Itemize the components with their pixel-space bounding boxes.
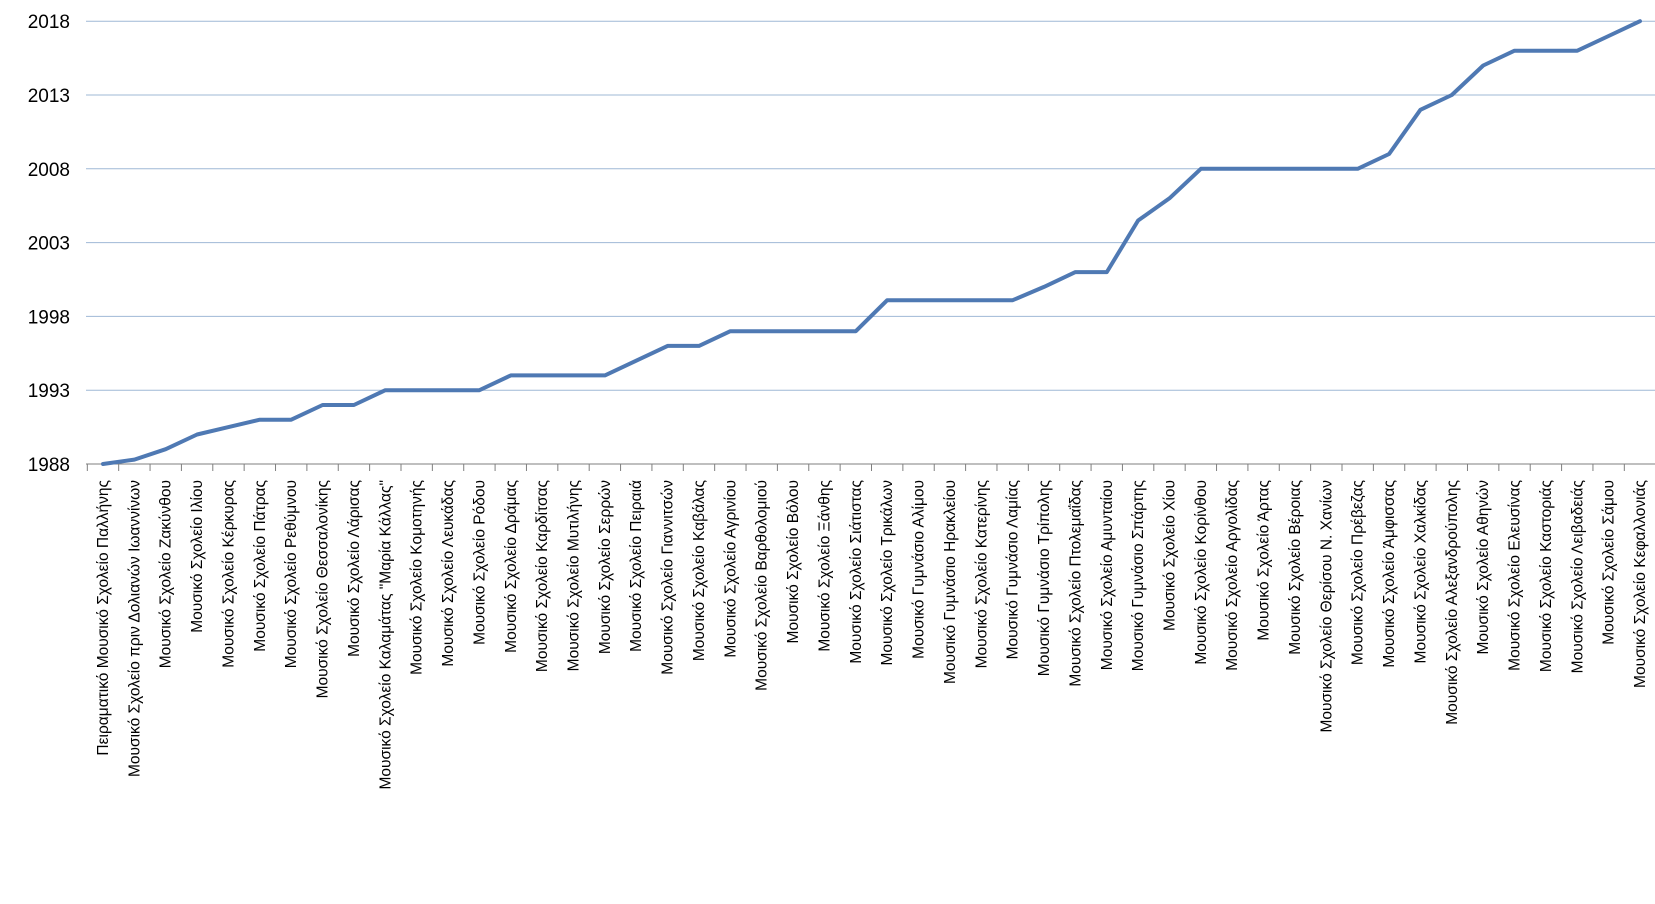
x-tick-label: Μουσικό Σχολείο Βαρθολομιού bbox=[754, 480, 771, 691]
x-tick-label: Μουσικό Σχολείο Αμυνταίου bbox=[1099, 480, 1116, 670]
x-tick-label: Μουσικό Σχολείο Αγρινίου bbox=[722, 480, 739, 658]
x-tick-label: Μουσικό Σχολείο Σιάτιστας bbox=[848, 480, 865, 664]
x-tick-label: Μουσικό Σχολείο Ρεθύμνου bbox=[283, 480, 300, 668]
x-tick-label: Μουσικό Σχολείο Χαλκίδας bbox=[1412, 480, 1429, 663]
y-tick-label: 1988 bbox=[28, 455, 70, 476]
x-tick-label: Μουσικό Σχολείο Λειβαδειάς bbox=[1569, 480, 1586, 673]
x-tick-label: Μουσικό Σχολείο Πτολεμαΐδας bbox=[1067, 480, 1084, 687]
x-tick-label: Μουσικό Σχολείο Χίου bbox=[1161, 480, 1178, 631]
x-tick-label: Μουσικό Σχολείο Άμφισσας bbox=[1381, 480, 1398, 668]
x-tick-label: Μουσικό Σχολείο Πρέβεζας bbox=[1350, 480, 1367, 665]
x-tick-label: Μουσικό Σχολείο Βέροιας bbox=[1287, 480, 1304, 655]
x-tick-label: Μουσικό Γυμνάσιο Ηρακλείου bbox=[942, 480, 959, 684]
x-axis bbox=[86, 463, 1655, 471]
x-tick-label: Μουσικό Σχολείο Θερίσου Ν. Χανίων bbox=[1318, 480, 1335, 733]
x-tick-label: Μουσικό Σχολείο Πειραιά bbox=[628, 480, 645, 652]
series-layer bbox=[101, 19, 1642, 466]
x-tick-label: Μουσικό Σχολείο Αλεξανδρούπολης bbox=[1444, 480, 1461, 725]
x-tick-label: Μουσικό Σχολείο Αργολίδας bbox=[1224, 480, 1241, 671]
x-tick-label: Μουσικό Σχολείο Λάρισας bbox=[346, 480, 363, 657]
y-axis-tick-labels: 1988 1993 1998 2003 2008 2013 2018 bbox=[28, 12, 70, 476]
x-tick-label: Μουσικό Σχολείο Καλαμάτας "Μαρία Κάλλας" bbox=[377, 480, 394, 790]
y-tick-label: 2008 bbox=[28, 160, 70, 181]
x-tick-label: Μουσικό Σχολείο Ελευσίνας bbox=[1507, 480, 1524, 671]
x-tick-label: Μουσικό Σχολείο Μυτιλήνης bbox=[566, 480, 583, 671]
x-tick-label: Μουσικό Σχολείο Πάτρας bbox=[252, 480, 269, 652]
gridlines bbox=[86, 20, 1655, 391]
x-tick-label: Μουσικό Σχολείο Ξάνθης bbox=[816, 480, 833, 652]
x-tick-label: Μουσικό Σχολείο Σάμου bbox=[1601, 480, 1618, 645]
x-tick-label: Μουσικό Σχολείο Κατερίνης bbox=[973, 480, 990, 668]
x-tick-label: Μουσικό Γυμνάσιο Λαμίας bbox=[1005, 480, 1022, 659]
x-tick-label: Μουσικό Σχολείο Καβάλας bbox=[691, 480, 708, 661]
y-tick-label: 2018 bbox=[28, 12, 70, 33]
x-tick-label: Μουσικό Σχολείο Κέρκυρας bbox=[220, 480, 237, 668]
x-tick-label: Μουσικό Γυμνάσιο Σπάρτης bbox=[1130, 480, 1147, 671]
x-tick-label: Μουσικό Γυμνάσιο Τρίπολης bbox=[1036, 480, 1053, 676]
x-tick-label: Μουσικό Σχολείο Κεφαλλονιάς bbox=[1632, 480, 1649, 688]
x-tick-label: Μουσικό Σχολείο Θεσσαλονίκης bbox=[315, 480, 332, 698]
y-tick-label: 2003 bbox=[28, 234, 70, 255]
x-tick-label: Μουσικό Σχολείο Άρτας bbox=[1256, 480, 1273, 641]
y-tick-label: 2013 bbox=[28, 86, 70, 107]
x-tick-label: Μουσικό Σχολείο Κορίνθου bbox=[1193, 480, 1210, 665]
x-tick-label: Μουσικό Σχολείο Γιαννιτσών bbox=[660, 480, 677, 675]
x-tick-label: Μουσικό Σχολείο Αθηνών bbox=[1475, 480, 1492, 655]
x-tick-label: Μουσικό Σχολείο Ιλίου bbox=[189, 480, 206, 633]
series-line bbox=[101, 19, 1642, 466]
x-tick-label: Μουσικό Σχολείο πριν Δολιανών Ιωαννίνων bbox=[126, 480, 143, 777]
x-tick-label: Πειραματικό Μουσικό Σχολείο Παλλήνης bbox=[95, 480, 112, 756]
y-tick-label: 1998 bbox=[28, 307, 70, 328]
x-tick-label: Μουσικό Σχολείο Λευκάδας bbox=[440, 480, 457, 667]
x-tick-label: Μουσικό Σχολείο Ρόδου bbox=[471, 480, 488, 645]
x-tick-label: Μουσικό Σχολείο Δράμας bbox=[503, 480, 520, 653]
x-tick-label: Μουσικό Σχολείο Βόλου bbox=[785, 480, 802, 643]
y-tick-label: 1993 bbox=[28, 381, 70, 402]
x-tick-label: Μουσικό Σχολείο Τρικάλων bbox=[879, 480, 896, 666]
x-tick-label: Μουσικό Σχολείο Σερρών bbox=[597, 480, 614, 654]
x-tick-label: Μουσικό Σχολείο Κομοτηνής bbox=[409, 480, 426, 675]
x-axis-tick-labels: Πειραματικό Μουσικό Σχολείο Παλλήνης Μουσ… bbox=[95, 480, 1649, 790]
x-tick-label: Μουσικό Σχολείο Καστοριάς bbox=[1538, 480, 1555, 672]
x-tick-label: Μουσικό Σχολείο Ζακύνθου bbox=[158, 480, 175, 668]
x-tick-label: Μουσικό Σχολείο Καρδίτσας bbox=[534, 480, 551, 672]
x-tick-label: Μουσικό Γυμνάσιο Αλίμου bbox=[911, 480, 928, 659]
